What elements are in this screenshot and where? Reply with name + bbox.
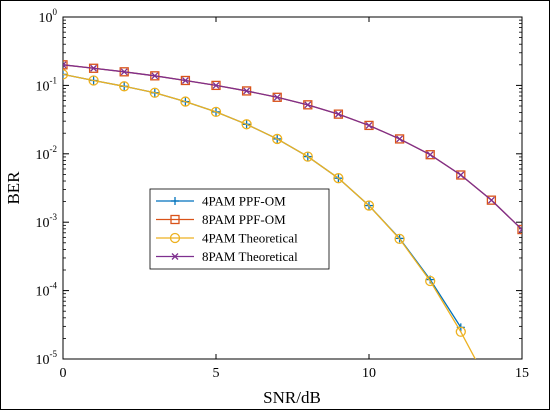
x-axis-label: SNR/dB (263, 388, 321, 407)
data-point-4pam-theoretical (149, 87, 160, 98)
marker-x-b (212, 81, 220, 89)
y-tick-label: 100 (39, 7, 58, 26)
marker-x-b (171, 253, 179, 260)
data-point-8pam-theoretical (518, 226, 522, 234)
y-axis-label: BER (4, 171, 23, 205)
data-point-4pam-theoretical (333, 173, 344, 184)
legend-marker (169, 232, 181, 244)
data-point-8pam-theoretical (90, 64, 98, 72)
data-point-8pam-ppf-om (303, 100, 313, 110)
data-point-8pam-theoretical (487, 196, 495, 204)
y-tick-label: 10-2 (36, 144, 58, 163)
marker-x-b (63, 61, 67, 66)
marker-x-b (365, 121, 373, 129)
legend-marker (170, 214, 180, 225)
data-point-8pam-theoretical (181, 77, 189, 84)
marker-x-b (487, 196, 495, 204)
legend-label: 4PAM Theoretical (202, 231, 298, 246)
data-point-4pam-theoretical (180, 96, 191, 107)
data-point-4pam-theoretical (210, 106, 222, 118)
x-tick-label: 5 (213, 366, 220, 381)
data-point-4pam-theoretical (88, 75, 99, 86)
data-point-4pam-theoretical (455, 326, 466, 337)
data-point-4pam-theoretical (63, 69, 69, 80)
plot-area (62, 16, 523, 360)
data-point-4pam-theoretical (272, 133, 283, 145)
marker-x-b (243, 87, 251, 95)
y-tick-label: 10-3 (36, 212, 58, 231)
data-point-8pam-ppf-om (486, 195, 497, 205)
data-point-4pam-theoretical (425, 275, 436, 287)
legend-marker (171, 197, 179, 205)
data-point-8pam-ppf-om (241, 86, 252, 96)
data-point-8pam-theoretical (243, 87, 251, 95)
data-point-8pam-ppf-om (456, 170, 466, 180)
marker-x-b (181, 77, 189, 84)
legend-marker (171, 253, 179, 260)
data-point-4pam-theoretical (241, 119, 252, 130)
marker-x-b (334, 110, 342, 118)
marker-x-a (63, 63, 67, 69)
legend-item-4pam-theoretical: 4PAM Theoretical (156, 231, 298, 246)
ticks-layer: 0 5 10 15 100 10-1 10-2 10-3 10-4 10-5 (36, 7, 530, 381)
legend-box (149, 188, 330, 270)
marker-x-b (120, 68, 128, 76)
data-point-8pam-ppf-om (364, 120, 374, 131)
legend-label: 8PAM PPF-OM (202, 212, 286, 227)
data-point-8pam-theoretical (304, 101, 312, 109)
series-layer (63, 60, 522, 359)
data-point-8pam-ppf-om (394, 134, 405, 144)
data-point-8pam-theoretical (151, 72, 159, 80)
marker-x-a (518, 226, 522, 231)
data-point-8pam-ppf-om (517, 224, 522, 235)
x-tick-label: 15 (515, 366, 529, 381)
series-line-8pam-theoretical (63, 64, 522, 231)
data-point-8pam-ppf-om (272, 92, 282, 102)
data-point-8pam-theoretical (457, 171, 465, 179)
data-point-8pam-theoretical (212, 81, 220, 89)
legend-label: 8PAM Theoretical (202, 249, 298, 264)
marker-x-b (457, 171, 465, 179)
marker-x-b (151, 72, 159, 80)
data-point-8pam-theoretical (396, 135, 404, 143)
y-tick-label: 10-1 (36, 75, 58, 94)
data-point-4pam-theoretical (394, 233, 405, 245)
legend-item-8pam-ppf-om: 8PAM PPF-OM (156, 212, 286, 227)
data-point-8pam-theoretical (365, 121, 373, 129)
marker-x-b (90, 64, 98, 72)
legend-label: 4PAM PPF-OM (202, 194, 286, 209)
marker-x-b (396, 135, 404, 143)
data-point-8pam-theoretical (273, 93, 281, 101)
marker-x-b (518, 228, 522, 234)
data-point-4pam-theoretical (363, 200, 375, 211)
data-point-8pam-theoretical (334, 110, 342, 118)
series-8pam-theoretical (63, 61, 522, 234)
legend-item-4pam-ppf-om: 4PAM PPF-OM (156, 194, 286, 209)
data-point-4pam-theoretical (119, 81, 130, 92)
data-point-8pam-ppf-om (425, 150, 435, 160)
data-point-8pam-ppf-om (333, 109, 344, 119)
y-tick-label: 10-5 (36, 349, 58, 368)
data-point-4pam-theoretical (302, 151, 313, 162)
y-tick-label: 10-4 (36, 281, 58, 300)
marker-x-b (304, 101, 312, 109)
data-point-8pam-theoretical (63, 61, 67, 69)
legend-item-8pam-theoretical: 8PAM Theoretical (156, 249, 298, 264)
data-point-8pam-theoretical (120, 68, 128, 76)
x-tick-label: 10 (362, 366, 376, 381)
series-line-4pam-theoretical (63, 73, 477, 359)
x-tick-label: 0 (60, 366, 67, 381)
marker-x-b (426, 151, 434, 159)
legend: 4PAM PPF-OM 8PAM PPF-OM 4PAM Theoretical 8P… (149, 188, 330, 270)
data-point-8pam-theoretical (426, 151, 434, 159)
marker-x-b (273, 93, 281, 101)
series-4pam-theoretical (63, 69, 477, 359)
